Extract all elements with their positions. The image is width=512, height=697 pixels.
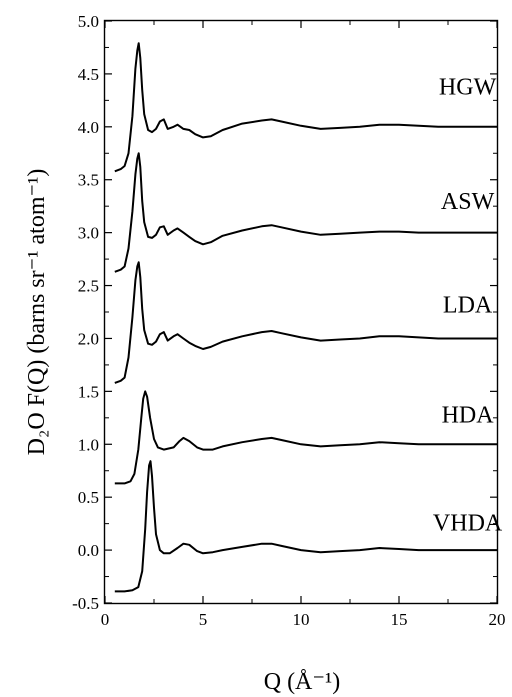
y-tick-label: 0.0 <box>78 541 99 560</box>
y-tick-label: 5.0 <box>78 12 99 31</box>
y-tick-label: 3.5 <box>78 171 99 190</box>
x-tick-label: 5 <box>199 610 208 629</box>
series-label-asw: ASW <box>441 189 495 215</box>
series-label-hgw: HGW <box>439 75 497 101</box>
plot-frame <box>103 19 499 605</box>
labels-layer: HGW ASW LDA HDA VHDA <box>433 75 503 537</box>
y-tick-label: 0.5 <box>78 488 99 507</box>
series-label-lda: LDA <box>443 293 493 319</box>
series-label-vhda: VHDA <box>433 511 503 537</box>
x-tick-label: 15 <box>391 610 408 629</box>
y-axis-title: D₂O F(Q) (barns sr⁻¹ atom⁻¹) <box>24 169 50 456</box>
y-tick-label: 1.0 <box>78 435 99 454</box>
y-tick-label: 2.5 <box>78 277 99 296</box>
y-tick-label: 2.0 <box>78 329 99 348</box>
y-tick-label: 1.5 <box>78 382 99 401</box>
series-label-hda: HDA <box>442 403 495 429</box>
series-line-hda <box>114 390 497 485</box>
series-line-vhda <box>114 460 497 593</box>
x-tick-label: 10 <box>293 610 310 629</box>
ticks-layer: -0.5 0.0 0.5 1.0 1.5 2.0 2.5 3.0 3.5 4.0 4.5 5.0 0 5 1… <box>72 12 505 629</box>
series-layer <box>114 42 497 593</box>
x-tick-label: 0 <box>101 610 110 629</box>
series-line-asw <box>114 152 497 273</box>
y-tick-label: -0.5 <box>72 594 99 613</box>
series-line-lda <box>114 261 497 384</box>
y-tick-label: 3.0 <box>78 224 99 243</box>
y-tick-label: 4.5 <box>78 65 99 84</box>
series-line-hgw <box>114 42 497 173</box>
y-tick-label: 4.0 <box>78 118 99 137</box>
x-axis-title: Q (Å⁻¹) <box>264 669 341 695</box>
x-tick-label: 20 <box>489 610 506 629</box>
